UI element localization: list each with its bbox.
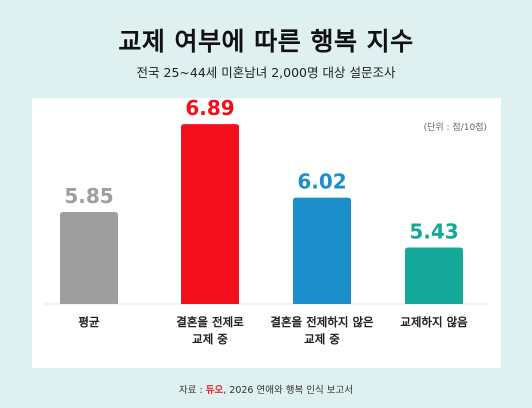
category-label-3-line-1: 결혼을 전제하지 않은: [270, 315, 374, 329]
bar-1: [60, 212, 118, 304]
source-prefix: 자료 :: [179, 385, 206, 396]
category-label-3-line-2: 교제 중: [304, 332, 340, 346]
bar-3: [293, 197, 351, 304]
category-label-2-line-1: 결혼을 전제로: [176, 315, 244, 329]
category-label-1: 평균: [78, 315, 100, 329]
unit-note: (단위 : 점/10점): [423, 123, 487, 133]
value-label-2: 6.89: [185, 98, 234, 120]
bar-2: [181, 124, 239, 304]
category-label-2-line-2: 교제 중: [192, 332, 228, 346]
category-label-4: 교제하지 않음: [400, 315, 468, 329]
brand-logo: 듀오: [205, 385, 224, 396]
source-text: , 2026 연애와 행복 인식 보고서: [223, 385, 353, 396]
bar-4: [405, 247, 463, 304]
value-label-4: 5.43: [409, 219, 458, 243]
chart-subtitle: 전국 25~44세 미혼남녀 2,000명 대상 설문조사: [136, 65, 396, 80]
chart-title: 교제 여부에 따른 행복 지수: [118, 27, 414, 56]
source-note: 자료 : 듀오, 2026 연애와 행복 인식 보고서: [0, 382, 532, 396]
value-label-1: 5.85: [64, 184, 113, 208]
value-label-3: 6.02: [297, 170, 346, 194]
